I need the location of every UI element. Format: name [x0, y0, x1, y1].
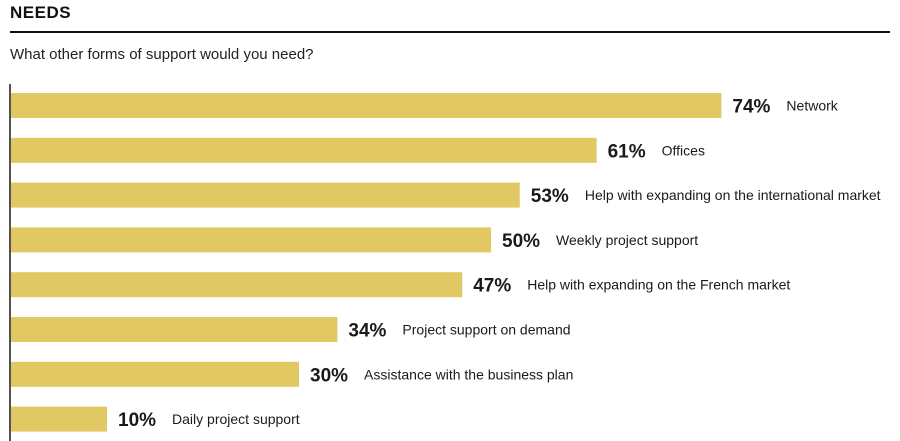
value-label: 53%: [531, 186, 569, 207]
value-label: 50%: [502, 231, 540, 252]
bar: [11, 182, 520, 208]
category-label: Help with expanding on the French market: [527, 277, 790, 293]
chart-subtitle: What other forms of support would you ne…: [10, 46, 314, 63]
value-label: 47%: [473, 276, 511, 297]
value-label: 10%: [118, 410, 156, 431]
bar: [11, 137, 597, 163]
value-label: 61%: [608, 141, 646, 162]
title-rule: [10, 31, 890, 33]
bar: [11, 272, 463, 298]
chart-title: NEEDS: [10, 3, 72, 22]
category-label: Daily project support: [172, 411, 300, 427]
category-label: Weekly project support: [556, 232, 698, 248]
value-label: 30%: [310, 365, 348, 386]
category-label: Assistance with the business plan: [364, 366, 573, 382]
bar: [11, 227, 491, 253]
value-label: 34%: [348, 321, 386, 342]
bar: [11, 361, 299, 387]
value-label: 74%: [732, 97, 770, 118]
bar: [11, 317, 338, 342]
category-label: Offices: [662, 142, 705, 158]
category-label: Network: [786, 98, 838, 114]
category-label: Project support on demand: [402, 322, 570, 338]
bar: [11, 406, 107, 432]
category-label: Help with expanding on the international…: [585, 187, 881, 203]
bar: [11, 93, 722, 118]
